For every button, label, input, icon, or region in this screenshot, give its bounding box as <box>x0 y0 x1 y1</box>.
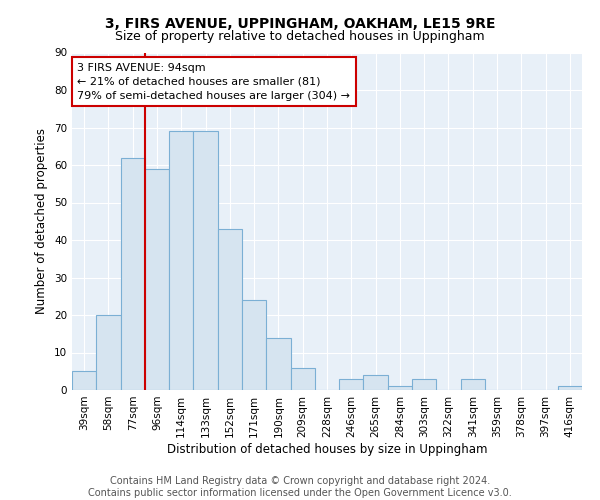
Bar <box>193 131 218 390</box>
Bar <box>242 300 266 390</box>
Bar <box>96 315 121 390</box>
Bar <box>461 379 485 390</box>
Bar <box>290 368 315 390</box>
Bar <box>364 375 388 390</box>
Bar <box>218 229 242 390</box>
Bar <box>169 131 193 390</box>
Bar <box>72 371 96 390</box>
Bar <box>266 338 290 390</box>
X-axis label: Distribution of detached houses by size in Uppingham: Distribution of detached houses by size … <box>167 442 487 456</box>
Bar <box>121 158 145 390</box>
Text: 3, FIRS AVENUE, UPPINGHAM, OAKHAM, LE15 9RE: 3, FIRS AVENUE, UPPINGHAM, OAKHAM, LE15 … <box>105 18 495 32</box>
Text: Size of property relative to detached houses in Uppingham: Size of property relative to detached ho… <box>115 30 485 43</box>
Bar <box>558 386 582 390</box>
Text: 3 FIRS AVENUE: 94sqm
← 21% of detached houses are smaller (81)
79% of semi-detac: 3 FIRS AVENUE: 94sqm ← 21% of detached h… <box>77 62 350 100</box>
Bar <box>388 386 412 390</box>
Y-axis label: Number of detached properties: Number of detached properties <box>35 128 49 314</box>
Bar <box>145 169 169 390</box>
Bar <box>412 379 436 390</box>
Bar <box>339 379 364 390</box>
Text: Contains HM Land Registry data © Crown copyright and database right 2024.
Contai: Contains HM Land Registry data © Crown c… <box>88 476 512 498</box>
